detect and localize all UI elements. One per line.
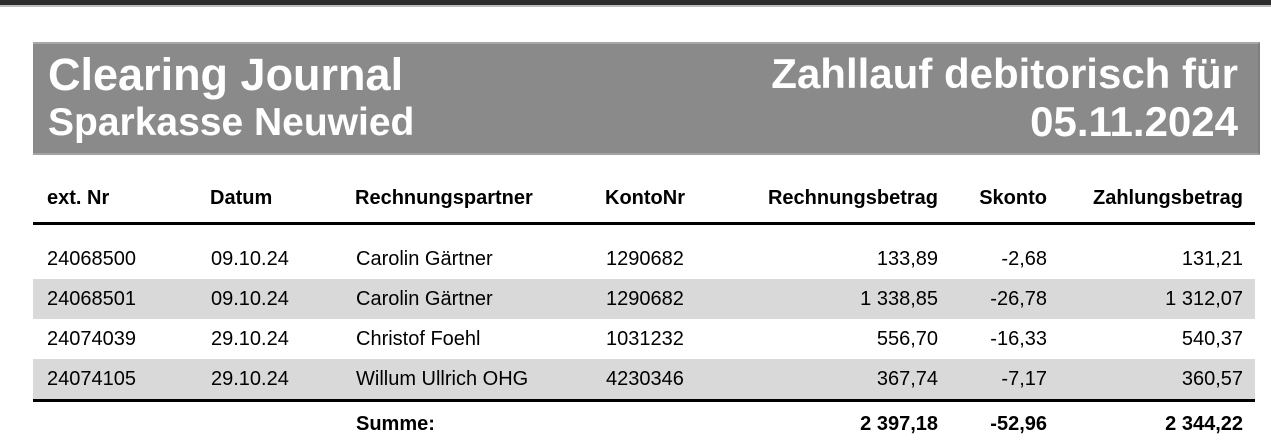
summary-empty-cell: [210, 401, 355, 446]
cell-rechnungspartner: Willum Ullrich OHG: [355, 359, 605, 401]
col-header-skonto: Skonto: [943, 155, 1052, 224]
cell-rechnungsbetrag: 556,70: [745, 319, 943, 359]
cell-rechnungspartner: Carolin Gärtner: [355, 239, 605, 279]
summary-skonto: -52,96: [943, 401, 1052, 446]
report-header-right: Zahllauf debitorisch für 05.11.2024: [771, 50, 1238, 153]
cell-kontonr: 1290682: [605, 239, 745, 279]
cell-rechnungspartner: Carolin Gärtner: [355, 279, 605, 319]
cell-zahlungsbetrag: 540,37: [1052, 319, 1255, 359]
table-row: 24074039 29.10.24 Christof Foehl 1031232…: [33, 319, 1255, 359]
cell-rechnungspartner: Christof Foehl: [355, 319, 605, 359]
cell-rechnungsbetrag: 133,89: [745, 239, 943, 279]
cell-skonto: -7,17: [943, 359, 1052, 401]
col-header-zahlungsbetrag: Zahlungsbetrag: [1052, 155, 1255, 224]
payment-run-label: Zahllauf debitorisch für: [771, 50, 1238, 98]
report-title: Clearing Journal: [48, 50, 414, 100]
col-header-rechnungspartner: Rechnungspartner: [355, 155, 605, 224]
report-header-banner: Clearing Journal Sparkasse Neuwied Zahll…: [33, 42, 1260, 155]
summary-label: Summe:: [355, 401, 605, 446]
col-header-datum: Datum: [210, 155, 355, 224]
cell-ext-nr: 24068501: [33, 279, 210, 319]
col-header-ext-nr: ext. Nr: [33, 155, 210, 224]
page-top-border-shadow: [0, 5, 1271, 7]
col-header-rechnungsbetrag: Rechnungsbetrag: [745, 155, 943, 224]
table-row: 24068501 09.10.24 Carolin Gärtner 129068…: [33, 279, 1255, 319]
summary-zahlungsbetrag: 2 344,22: [1052, 401, 1255, 446]
table-header-row: ext. Nr Datum Rechnungspartner KontoNr R…: [33, 155, 1255, 224]
table-row: 24074105 29.10.24 Willum Ullrich OHG 423…: [33, 359, 1255, 401]
cell-kontonr: 4230346: [605, 359, 745, 401]
cell-rechnungsbetrag: 367,74: [745, 359, 943, 401]
cell-ext-nr: 24074039: [33, 319, 210, 359]
cell-zahlungsbetrag: 1 312,07: [1052, 279, 1255, 319]
cell-skonto: -16,33: [943, 319, 1052, 359]
summary-empty-cell: [33, 401, 210, 446]
report-subtitle: Sparkasse Neuwied: [48, 100, 414, 146]
spacer-row: [33, 224, 1255, 240]
spacer-cell: [33, 224, 1255, 240]
col-header-kontonr: KontoNr: [605, 155, 745, 224]
table-row: 24068500 09.10.24 Carolin Gärtner 129068…: [33, 239, 1255, 279]
cell-kontonr: 1290682: [605, 279, 745, 319]
cell-datum: 29.10.24: [210, 319, 355, 359]
payment-run-date: 05.11.2024: [771, 98, 1238, 146]
cell-skonto: -26,78: [943, 279, 1052, 319]
cell-zahlungsbetrag: 360,57: [1052, 359, 1255, 401]
cell-zahlungsbetrag: 131,21: [1052, 239, 1255, 279]
cell-skonto: -2,68: [943, 239, 1052, 279]
cell-ext-nr: 24068500: [33, 239, 210, 279]
summary-row: Summe: 2 397,18 -52,96 2 344,22: [33, 401, 1255, 446]
cell-kontonr: 1031232: [605, 319, 745, 359]
report-header-left: Clearing Journal Sparkasse Neuwied: [48, 50, 414, 153]
clearing-journal-table: ext. Nr Datum Rechnungspartner KontoNr R…: [33, 155, 1255, 446]
cell-rechnungsbetrag: 1 338,85: [745, 279, 943, 319]
cell-datum: 09.10.24: [210, 239, 355, 279]
cell-datum: 09.10.24: [210, 279, 355, 319]
cell-datum: 29.10.24: [210, 359, 355, 401]
summary-empty-cell: [605, 401, 745, 446]
cell-ext-nr: 24074105: [33, 359, 210, 401]
summary-rechnungsbetrag: 2 397,18: [745, 401, 943, 446]
